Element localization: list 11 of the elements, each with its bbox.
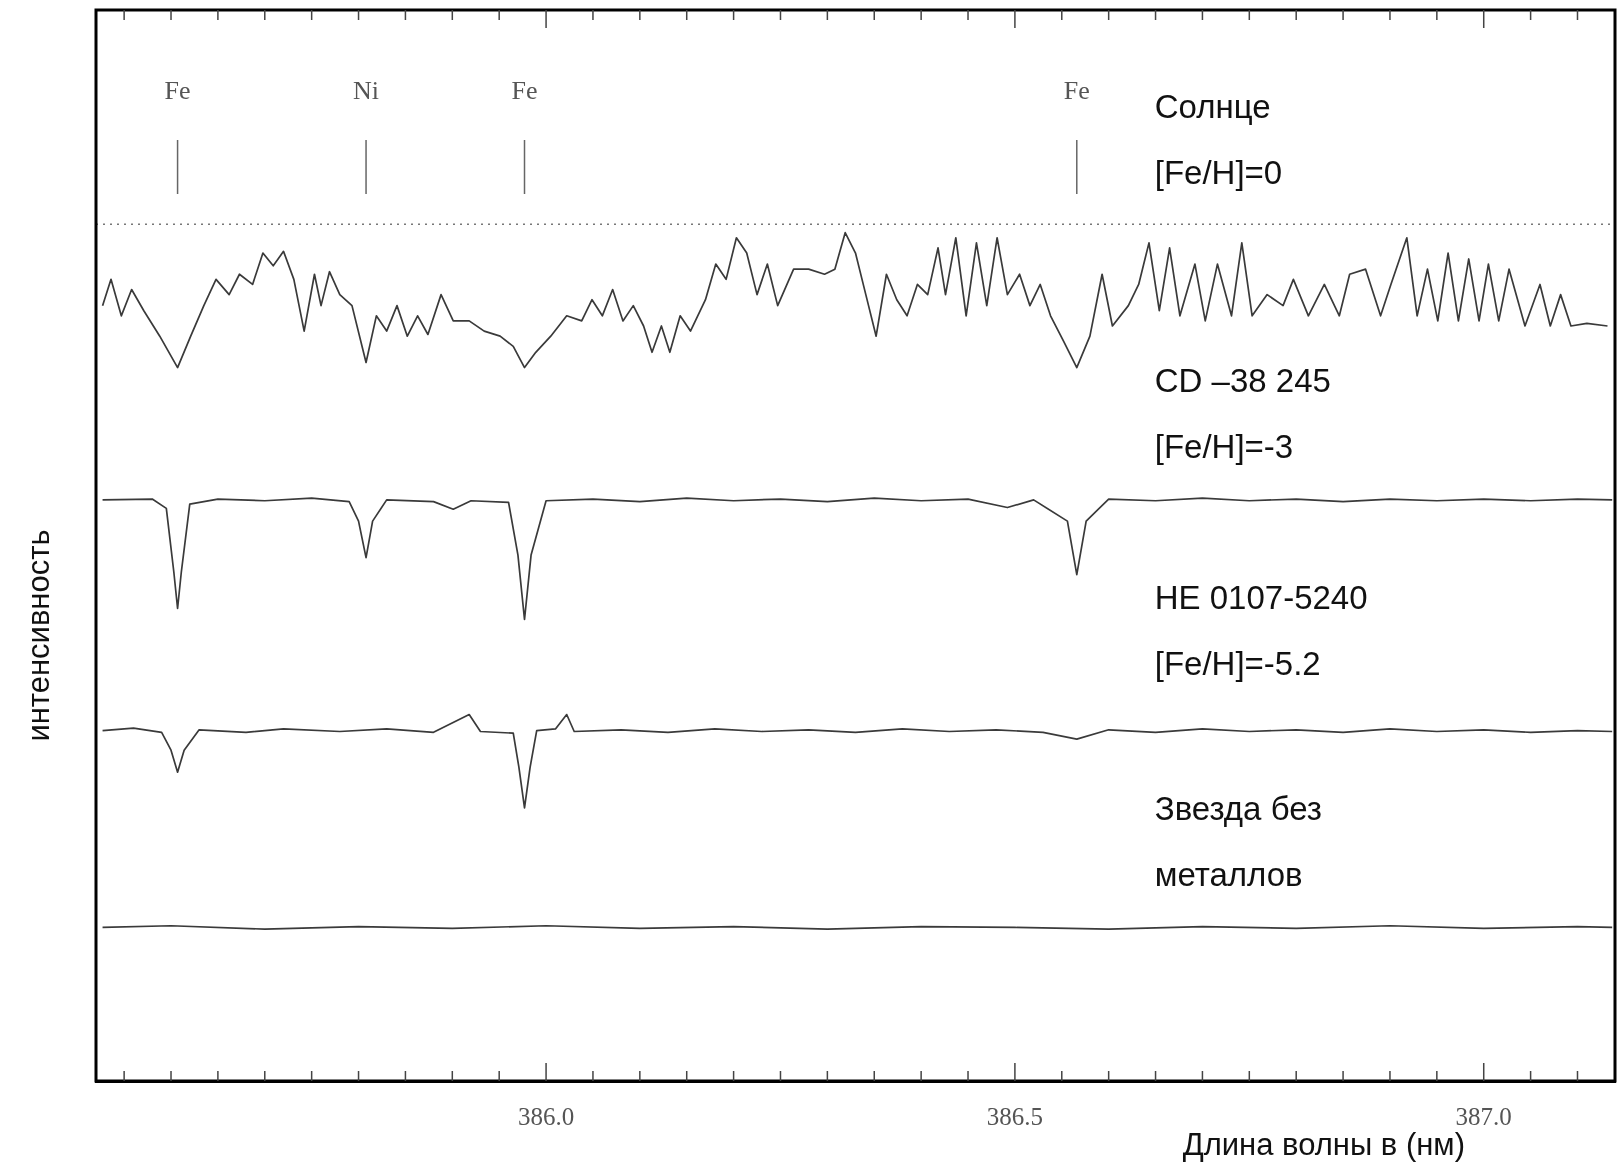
ref-line-label: Ni <box>353 75 380 105</box>
ref-line-label: Fe <box>511 75 538 105</box>
ref-line-label: Fe <box>1063 75 1090 105</box>
ref-line-label: Fe <box>164 75 191 105</box>
series-label: HE 0107-5240 [Fe/H]=-5.2 <box>1154 578 1368 682</box>
x-tick-label: 386.0 <box>517 1102 575 1130</box>
y-axis-title: интенсивность <box>20 529 56 742</box>
series-label: Звезда без металлов <box>1154 789 1322 893</box>
x-tick-label: 386.5 <box>986 1102 1044 1130</box>
series-label: CD –38 245 [Fe/H]=-3 <box>1154 362 1331 466</box>
series-label: Солнце [Fe/H]=0 <box>1154 88 1283 192</box>
